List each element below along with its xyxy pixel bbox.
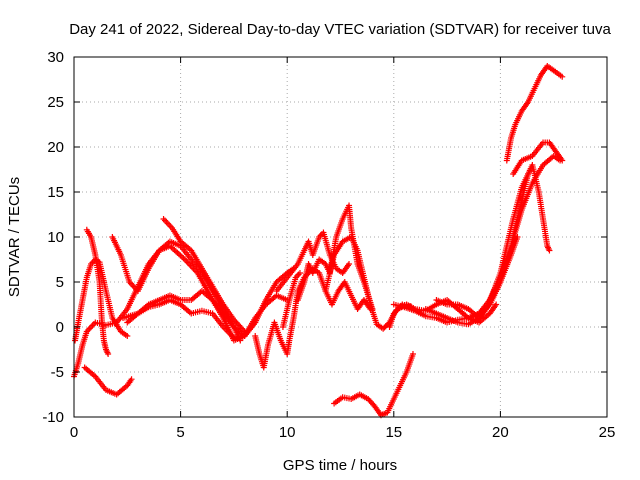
y-tick-label: -10 — [42, 409, 64, 426]
grid — [74, 57, 607, 417]
data-point — [124, 333, 131, 339]
series-track-21 — [510, 139, 566, 177]
data-point — [346, 261, 353, 267]
data-point — [514, 234, 521, 240]
y-tick-label: 25 — [47, 94, 64, 111]
y-tick-label: 30 — [47, 49, 64, 66]
series-track-20 — [503, 63, 566, 164]
series-track-8 — [160, 216, 248, 335]
data-point — [241, 328, 248, 335]
y-tick-label: 0 — [56, 319, 64, 336]
data-point — [105, 351, 112, 357]
x-tick-label: 20 — [492, 424, 509, 441]
y-tick-label: 5 — [56, 274, 64, 291]
x-tick-label: 10 — [279, 424, 296, 441]
y-ticks: -10 -5 0 5 10 15 20 25 30 — [42, 49, 607, 426]
y-tick-label: -5 — [51, 364, 64, 381]
plot-frame — [73, 56, 608, 418]
series-track-12 — [279, 270, 303, 330]
series-track-10 — [273, 229, 353, 294]
series-track-2 — [83, 226, 112, 357]
series-track-4 — [81, 364, 135, 398]
y-tick-label: 15 — [47, 184, 64, 201]
series-track-16 — [390, 153, 564, 326]
x-tick-label: 15 — [385, 424, 402, 441]
x-tick-label: 25 — [599, 424, 616, 441]
data-point — [559, 157, 566, 164]
data-point — [409, 351, 416, 357]
data-point — [296, 270, 303, 276]
y-axis-label: SDTVAR / TECUs — [6, 177, 23, 297]
series-track-19 — [465, 162, 553, 321]
y-tick-label: 20 — [47, 139, 64, 156]
x-axis-label: GPS time / hours — [283, 457, 397, 474]
data-point — [128, 376, 135, 383]
data-point — [493, 301, 500, 308]
series-track-18 — [422, 234, 521, 328]
chart-title: Day 241 of 2022, Sidereal Day-to-day VTE… — [69, 21, 611, 38]
x-tick-label: 0 — [70, 424, 78, 441]
x-tick-label: 5 — [176, 424, 184, 441]
series-track-13 — [322, 234, 414, 332]
data-point — [559, 73, 566, 80]
x-ticks: 0 5 10 15 20 25 — [70, 57, 616, 441]
data-point — [546, 247, 553, 254]
y-tick-label: 10 — [47, 229, 64, 246]
data-points — [71, 63, 566, 419]
series-track-9 — [252, 265, 374, 371]
series-track-14 — [331, 351, 416, 419]
